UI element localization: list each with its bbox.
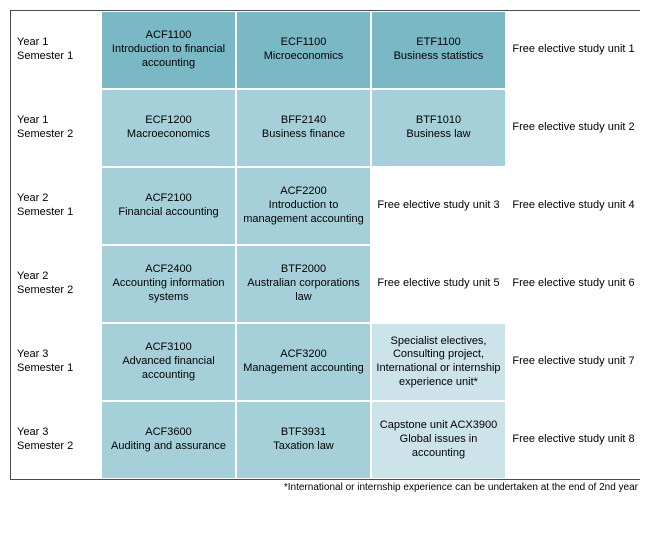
unit-code: ECF1100: [281, 36, 327, 50]
footnote: *International or internship experience …: [10, 482, 640, 493]
unit-title: Introduction to management accounting: [241, 199, 366, 227]
unit-cell: ACF3100Advanced financial accounting: [101, 323, 236, 401]
unit-cell: Capstone unit ACX3900Global issues in ac…: [371, 401, 506, 479]
row-label-line1: Year 1: [17, 114, 48, 128]
unit-code: BFF2140: [281, 114, 326, 128]
unit-cell: ECF1100Microeconomics: [236, 11, 371, 89]
unit-code: ACF2200: [280, 185, 326, 199]
unit-code: ECF1200: [145, 114, 191, 128]
unit-cell: BFF2140Business finance: [236, 89, 371, 167]
course-plan-table: Year 1Semester 1ACF1100Introduction to f…: [10, 10, 640, 480]
unit-code: ACF3100: [145, 341, 191, 355]
unit-title: Free elective study unit 3: [377, 199, 499, 213]
unit-code: BTF1010: [416, 114, 461, 128]
row-label-line1: Year 3: [17, 348, 48, 362]
unit-cell: ACF3200Management accounting: [236, 323, 371, 401]
row-label-line2: Semester 1: [17, 50, 73, 64]
unit-cell: ECF1200Macroeconomics: [101, 89, 236, 167]
unit-cell: Free elective study unit 8: [506, 401, 641, 479]
unit-title: Financial accounting: [118, 206, 218, 220]
row-label-line2: Semester 2: [17, 440, 73, 454]
row-label-line2: Semester 2: [17, 128, 73, 142]
row-label-line2: Semester 1: [17, 362, 73, 376]
unit-title: Specialist electives, Consulting project…: [376, 335, 501, 390]
unit-code: ACF2400: [145, 263, 191, 277]
unit-title: Free elective study unit 1: [512, 43, 634, 57]
unit-cell: ACF2100Financial accounting: [101, 167, 236, 245]
unit-title: Free elective study unit 2: [512, 121, 634, 135]
row-label-line1: Year 2: [17, 192, 48, 206]
unit-cell: Free elective study unit 2: [506, 89, 641, 167]
unit-cell: BTF2000Australian corporations law: [236, 245, 371, 323]
unit-cell: ETF1100Business statistics: [371, 11, 506, 89]
unit-title: Macroeconomics: [127, 128, 210, 142]
row-label-line1: Year 2: [17, 270, 48, 284]
unit-title: Auditing and assurance: [111, 440, 226, 454]
unit-title: Free elective study unit 8: [512, 433, 634, 447]
unit-cell: Free elective study unit 1: [506, 11, 641, 89]
row-label: Year 2Semester 2: [11, 245, 101, 323]
row-label-line1: Year 3: [17, 426, 48, 440]
unit-title: Management accounting: [243, 362, 363, 376]
unit-cell: ACF3600Auditing and assurance: [101, 401, 236, 479]
unit-cell: ACF2400Accounting information systems: [101, 245, 236, 323]
unit-code: BTF2000: [281, 263, 326, 277]
unit-cell: Free elective study unit 6: [506, 245, 641, 323]
unit-cell: Specialist electives, Consulting project…: [371, 323, 506, 401]
unit-cell: Free elective study unit 3: [371, 167, 506, 245]
unit-cell: BTF1010Business law: [371, 89, 506, 167]
unit-cell: ACF1100Introduction to financial account…: [101, 11, 236, 89]
unit-cell: BTF3931Taxation law: [236, 401, 371, 479]
unit-title: Free elective study unit 4: [512, 199, 634, 213]
unit-title: Business statistics: [394, 50, 484, 64]
row-label: Year 1Semester 1: [11, 11, 101, 89]
unit-title: Introduction to financial accounting: [106, 43, 231, 71]
row-label-line2: Semester 2: [17, 284, 73, 298]
unit-code: ACF3600: [145, 426, 191, 440]
unit-title: Business finance: [262, 128, 345, 142]
unit-code: ACF3200: [280, 348, 326, 362]
unit-title: Australian corporations law: [241, 277, 366, 305]
unit-code: Capstone unit ACX3900: [380, 419, 497, 433]
row-label: Year 1Semester 2: [11, 89, 101, 167]
unit-code: ACF2100: [145, 192, 191, 206]
row-label: Year 3Semester 1: [11, 323, 101, 401]
unit-code: ETF1100: [416, 36, 460, 50]
unit-cell: ACF2200Introduction to management accoun…: [236, 167, 371, 245]
unit-code: BTF3931: [281, 426, 326, 440]
unit-title: Business law: [406, 128, 470, 142]
row-label: Year 2Semester 1: [11, 167, 101, 245]
unit-cell: Free elective study unit 4: [506, 167, 641, 245]
unit-title: Taxation law: [273, 440, 334, 454]
unit-title: Free elective study unit 7: [512, 355, 634, 369]
unit-cell: Free elective study unit 5: [371, 245, 506, 323]
unit-title: Advanced financial accounting: [106, 355, 231, 383]
unit-title: Free elective study unit 6: [512, 277, 634, 291]
unit-cell: Free elective study unit 7: [506, 323, 641, 401]
unit-title: Global issues in accounting: [376, 433, 501, 461]
row-label: Year 3Semester 2: [11, 401, 101, 479]
row-label-line1: Year 1: [17, 36, 48, 50]
unit-code: ACF1100: [146, 29, 192, 43]
unit-title: Accounting information systems: [106, 277, 231, 305]
unit-title: Free elective study unit 5: [377, 277, 499, 291]
unit-title: Microeconomics: [264, 50, 343, 64]
row-label-line2: Semester 1: [17, 206, 73, 220]
